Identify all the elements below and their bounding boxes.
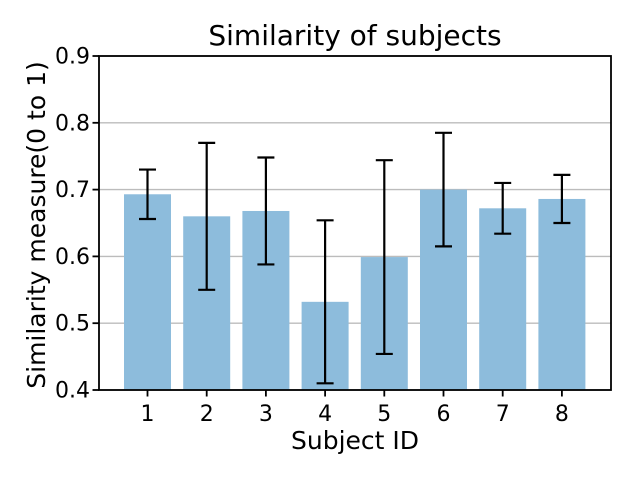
y-tick-label: 0.9 xyxy=(55,45,90,70)
x-tick-label: 2 xyxy=(200,402,214,427)
bar-subject-1 xyxy=(124,194,171,390)
x-tick-label: 1 xyxy=(141,402,155,427)
x-tick-label: 4 xyxy=(318,402,332,427)
y-tick-label: 0.4 xyxy=(55,379,90,404)
x-tick-label: 7 xyxy=(496,402,510,427)
bar-subject-7 xyxy=(479,208,527,390)
y-tick-label: 0.7 xyxy=(55,178,90,203)
x-tick-label: 5 xyxy=(377,402,391,427)
y-tick-label: 0.6 xyxy=(55,245,90,270)
chart-title: Similarity of subjects xyxy=(208,19,502,52)
x-tick-label: 8 xyxy=(555,402,569,427)
axes-frame xyxy=(98,55,612,391)
bar-subject-8 xyxy=(538,198,586,390)
y-axis-label: Similarity measure(0 to 1) xyxy=(22,61,51,389)
y-tick-label: 0.5 xyxy=(55,312,90,337)
y-tick-label: 0.8 xyxy=(55,111,90,136)
x-tick-label: 6 xyxy=(437,402,451,427)
x-tick-label: 3 xyxy=(259,402,273,427)
x-axis-label: Subject ID xyxy=(290,426,420,455)
